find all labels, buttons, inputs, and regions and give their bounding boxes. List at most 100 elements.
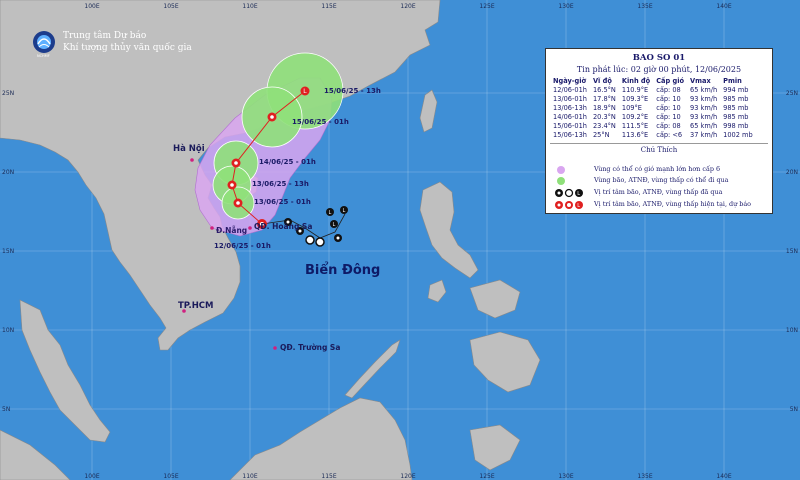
past-positions: L L L	[284, 206, 348, 247]
axis-tick-label: 25N	[2, 90, 14, 97]
axis-tick-label: 140E	[716, 3, 731, 10]
past-low-symbol: L	[340, 206, 348, 214]
forecast-storm-symbol	[233, 198, 243, 208]
table-cell: 998 mb	[723, 122, 749, 130]
svg-text:L: L	[303, 88, 307, 95]
palawan-island	[344, 339, 401, 399]
table-cell: 109°E	[621, 104, 642, 112]
legend-title: Chú Thích	[640, 146, 678, 154]
forecast-track-line	[231, 90, 306, 225]
column-header: Kinh độ	[621, 77, 651, 85]
axis-tick-label: 130E	[558, 473, 573, 480]
table-cell: 109.2°E	[621, 113, 649, 121]
forecast-position-symbols-icon: L	[555, 201, 583, 209]
table-cell: 37 km/h	[690, 131, 718, 139]
axis-tick-label: 125E	[479, 473, 494, 480]
past-low-symbol	[305, 235, 315, 245]
table-row: 15/06-01h 23.4°N 111.5°E cấp: 08 65 km/h…	[550, 122, 756, 131]
svg-text:L: L	[329, 210, 332, 216]
top-longitude-ticks: 100E 105E 110E 115E 120E 125E 130E 135E 140E	[84, 3, 731, 10]
hoang-sa-label: QĐ. Hoàng Sa	[254, 222, 313, 231]
axis-tick-label: 135E	[637, 3, 652, 10]
track-label: 14/06/25 - 01h	[259, 158, 316, 166]
mindoro-island	[427, 279, 447, 303]
legend-item-label: Vùng có thể có gió mạnh lớn hơn cấp 6	[594, 165, 721, 173]
table-row: 14/06-01h 20.3°N 109.2°E cấp: 10 93 km/h…	[550, 113, 756, 122]
bottom-longitude-ticks: 100E 105E 110E 115E 120E 125E 130E 135E 140E	[84, 473, 731, 480]
axis-tick-label: 125E	[479, 3, 494, 10]
right-latitude-ticks: 25N 20N 15N 10N 5N	[786, 90, 798, 413]
table-cell: 109.3°E	[621, 95, 649, 103]
table-cell: 13/06-13h	[553, 104, 587, 112]
axis-tick-label: 140E	[716, 473, 731, 480]
table-cell: 15/06-01h	[553, 122, 587, 130]
axis-tick-label: 15N	[786, 248, 798, 255]
legend-item-label: Vị trí tâm bão, ATNĐ, vùng thấp đã qua	[594, 188, 723, 196]
forecast-storm-symbol	[227, 180, 237, 190]
axis-tick-label: 20N	[786, 169, 798, 176]
column-header: Cấp gió	[656, 77, 685, 85]
table-cell: 994 mb	[723, 86, 749, 94]
org-name-line2: Khí tượng thủy văn quốc gia	[63, 43, 192, 53]
track-label: 13/06/25 - 01h	[254, 198, 311, 206]
bulletin-panel: BAO SO 01 Tin phát lúc: 02 giờ 00 phút, …	[545, 48, 773, 214]
org-name-line1: Trung tâm Dự báo	[63, 31, 147, 41]
past-low-symbol	[334, 234, 342, 242]
table-cell: cấp: 08	[656, 86, 681, 94]
axis-tick-label: 5N	[790, 406, 798, 413]
table-cell: 17.8°N	[592, 95, 616, 103]
table-row: 15/06-13h 25°N 113.6°E cấp: <6 37 km/h 1…	[550, 131, 756, 140]
forecast-storm-symbol	[267, 112, 277, 122]
axis-tick-label: 115E	[321, 473, 336, 480]
column-header: Ngày-giờ	[553, 77, 587, 85]
hoang-sa-dot	[248, 226, 252, 230]
forecast-low-symbol: L	[300, 86, 310, 96]
table-cell: cấp: <6	[656, 131, 683, 139]
thai-malay-peninsula	[19, 299, 111, 443]
sea-name-label: Biển Đông	[305, 263, 381, 278]
svg-text:L: L	[333, 222, 336, 228]
axis-tick-label: 135E	[637, 473, 652, 480]
table-cell: cấp: 10	[656, 113, 681, 121]
svg-text:L: L	[577, 191, 580, 197]
table-cell: 13/06-01h	[553, 95, 587, 103]
table-cell: 985 mb	[723, 104, 749, 112]
table-cell: 985 mb	[723, 95, 749, 103]
column-header: Pmin	[723, 77, 742, 85]
danang-label: Đ.Nẵng	[216, 226, 248, 235]
table-cell: 93 km/h	[690, 104, 718, 112]
forecast-storm-symbol	[231, 158, 241, 168]
axis-tick-label: 120E	[400, 3, 415, 10]
track-label: 15/06/25 - 01h	[292, 118, 349, 126]
table-cell: 16.5°N	[592, 86, 616, 94]
legend-item-label: Vị trí tâm bão, ATNĐ, vùng thấp hiện tại…	[594, 200, 752, 208]
track-label: 12/06/25 - 01h	[214, 242, 271, 250]
legend-divider	[550, 143, 768, 144]
axis-tick-label: 110E	[242, 473, 257, 480]
axis-tick-label: 10N	[786, 327, 798, 334]
axis-tick-label: 20N	[2, 169, 14, 176]
hcm-dot	[182, 309, 186, 313]
table-cell: cấp: 10	[656, 95, 681, 103]
axis-tick-label: 120E	[400, 473, 415, 480]
visayas-islands	[469, 279, 521, 319]
table-cell: 12/06-01h	[553, 86, 587, 94]
table-cell: 111.5°E	[621, 122, 649, 130]
legend-item-label: Vùng bão, ATNĐ, vùng thấp có thể đi qua	[594, 176, 729, 184]
bulletin-issued-time: Tin phát lúc: 02 giờ 00 phút, 12/06/2025	[576, 65, 742, 74]
svg-text:L: L	[343, 208, 346, 214]
axis-tick-label: 10N	[2, 327, 14, 334]
table-row: 12/06-01h 16.5°N 110.9°E cấp: 08 65 km/h…	[550, 86, 756, 95]
nchmf-logo-icon	[33, 31, 55, 53]
past-low-symbol	[315, 237, 325, 247]
axis-tick-label: 5N	[2, 406, 10, 413]
hanoi-dot	[190, 158, 194, 162]
luzon-island	[419, 181, 479, 279]
axis-tick-label: 110E	[242, 3, 257, 10]
table-row: 13/06-13h 18.9°N 109°E cấp: 10 93 km/h 9…	[550, 104, 756, 113]
truong-sa-label: QĐ. Trường Sa	[280, 343, 341, 352]
axis-tick-label: 105E	[163, 3, 178, 10]
sulawesi-island	[469, 424, 521, 471]
current-storm-symbol	[257, 219, 267, 229]
past-storm-symbol	[284, 218, 292, 226]
